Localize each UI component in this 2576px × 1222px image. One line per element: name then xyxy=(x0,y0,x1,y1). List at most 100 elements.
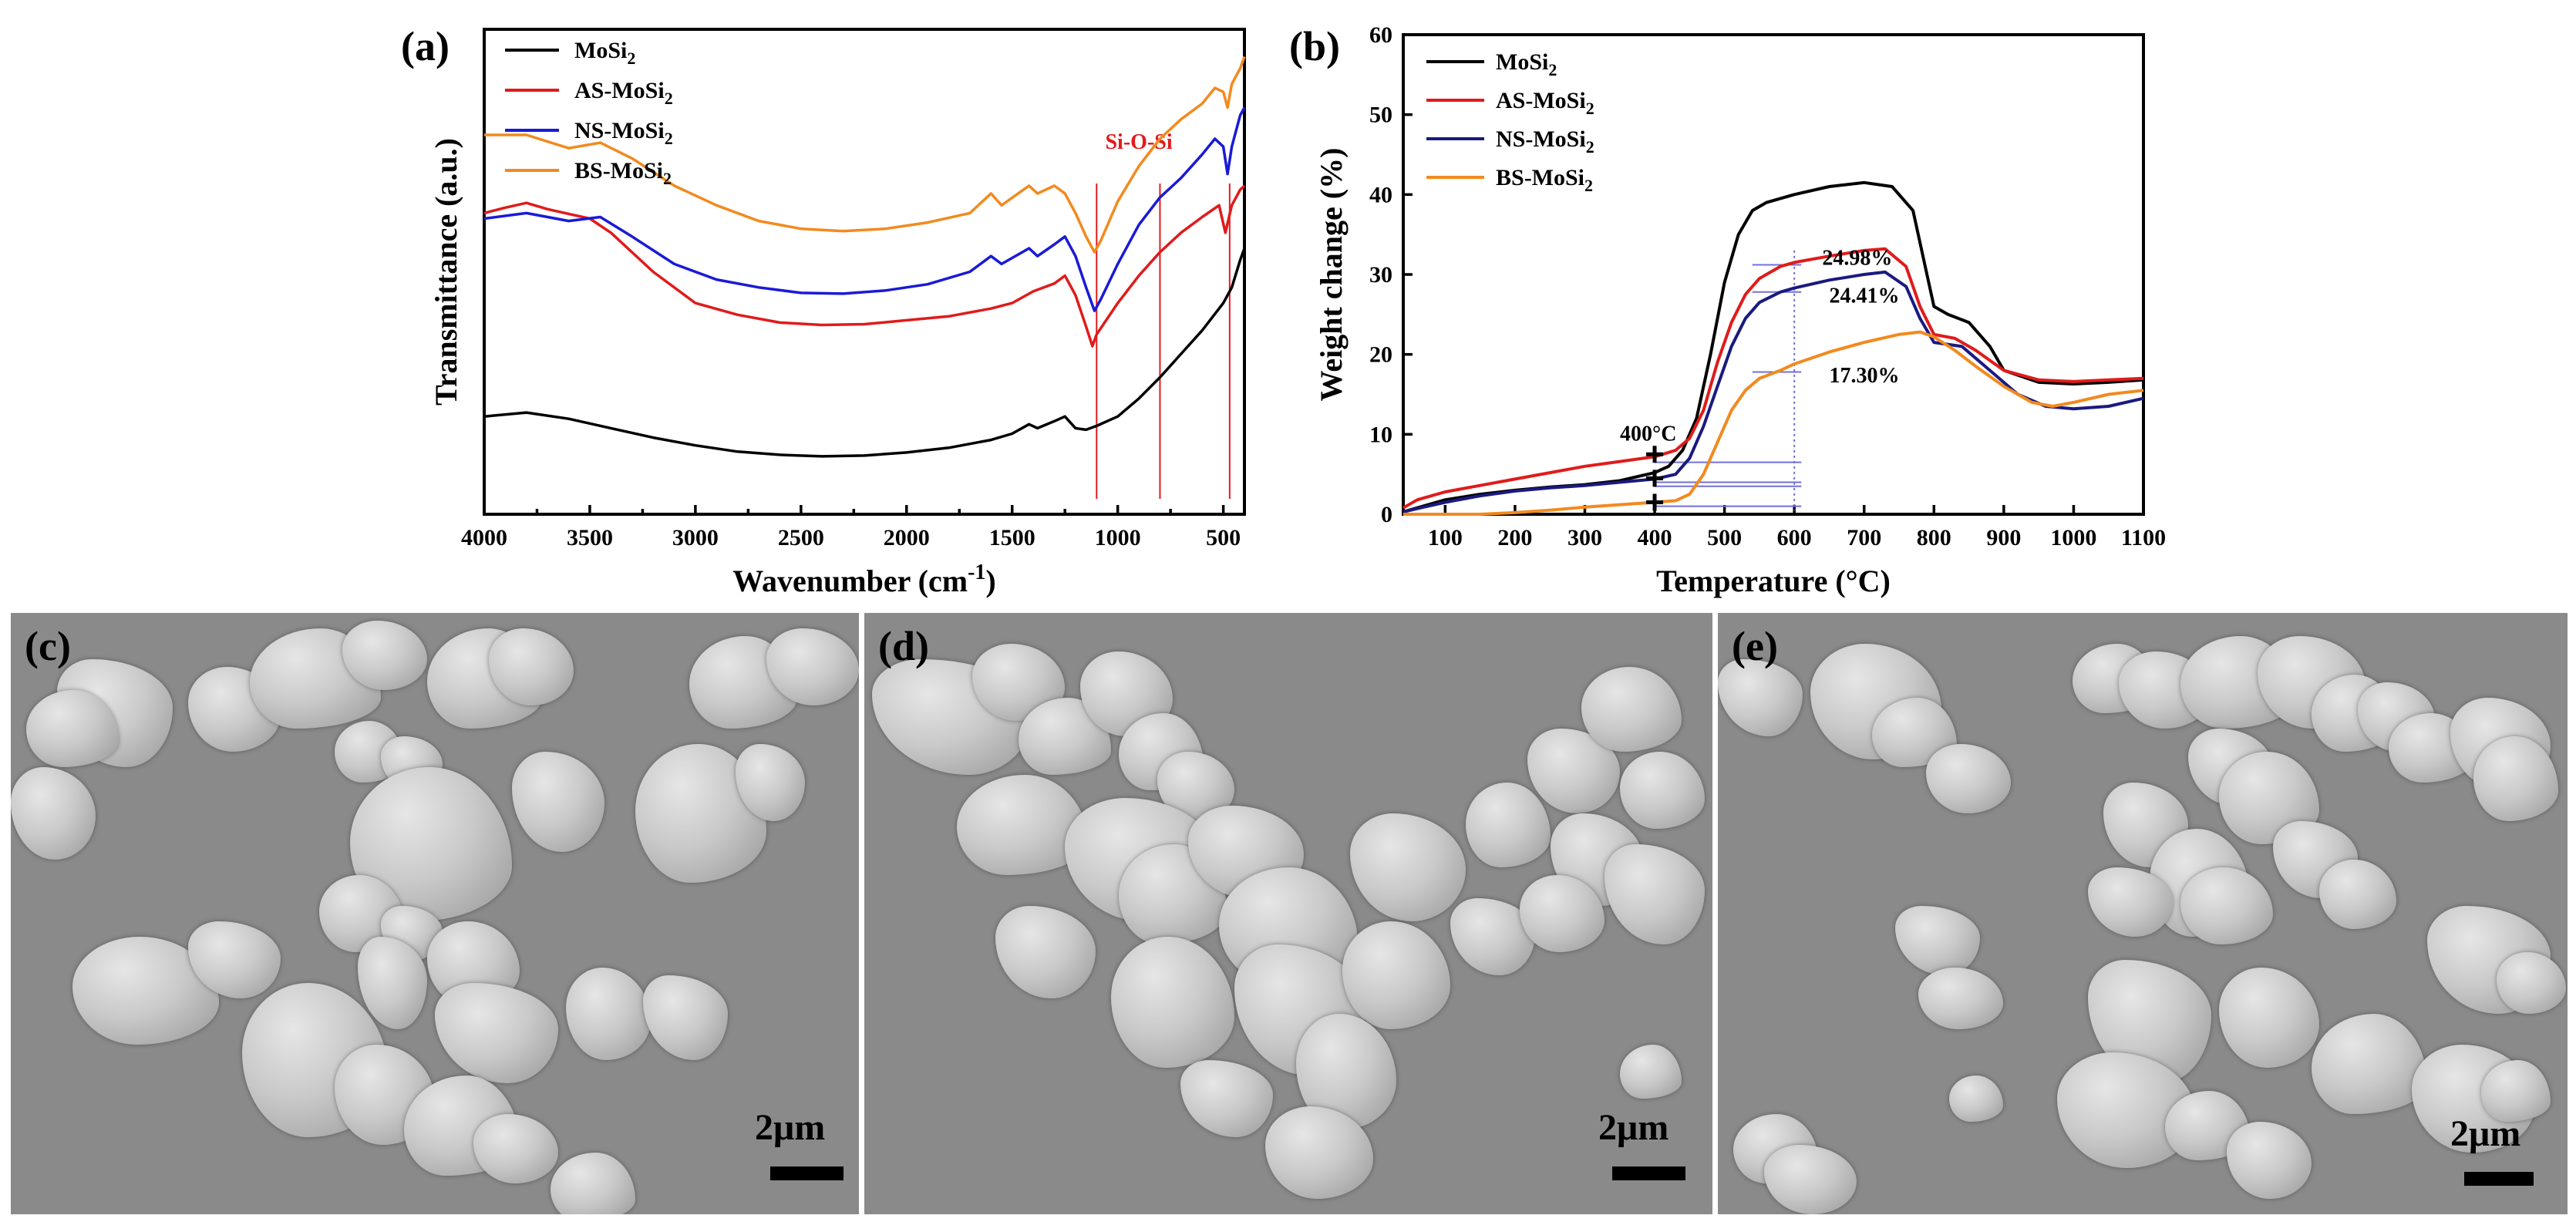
sem-particle xyxy=(2319,860,2396,929)
x-tick-label-b: 1000 xyxy=(2050,525,2096,550)
series-line-a-AS xyxy=(483,184,1246,348)
sem-particle xyxy=(435,983,558,1083)
x-tick-label-a: 500 xyxy=(1206,525,1241,550)
panel-label-b: (b) xyxy=(1289,23,1340,69)
x-tick-label-b: 100 xyxy=(1428,525,1463,550)
series-line-b-NS xyxy=(1402,270,2144,513)
x-tick-label-a: 1500 xyxy=(989,525,1035,550)
sem-particle xyxy=(1111,937,1234,1068)
x-tick-label-a: 2000 xyxy=(884,525,930,550)
y-tick-label-b: 50 xyxy=(1369,103,1392,128)
scale-bar xyxy=(770,1166,844,1180)
plot-frame-a xyxy=(483,28,1246,516)
series-line-a-BS xyxy=(484,56,1246,254)
sem-particle xyxy=(1520,875,1605,952)
sem-particle xyxy=(342,621,427,690)
marker-plus-b xyxy=(1646,446,1664,463)
sem-particle xyxy=(1581,667,1682,752)
y-tick-label-b: 60 xyxy=(1369,22,1392,48)
panel-label-c: (c) xyxy=(25,623,71,669)
x-tick-label-b: 900 xyxy=(1986,525,2021,550)
scale-bar xyxy=(1612,1166,1685,1180)
sem-particle xyxy=(2481,1060,2551,1122)
y-tick-label-b: 20 xyxy=(1369,342,1392,368)
x-tick-label-b: 200 xyxy=(1497,525,1532,550)
series-line-a-NS xyxy=(483,106,1246,312)
sem-particle xyxy=(566,968,651,1060)
sem-particle xyxy=(1895,906,1980,975)
legend-entry-a: NS-MoSi2 xyxy=(574,118,673,148)
sem-particle xyxy=(473,1114,558,1183)
x-tick-label-a: 3000 xyxy=(672,525,719,550)
x-axis-label-a: Wavenumber (cm-1) xyxy=(732,561,995,598)
annotation-b: 24.98% xyxy=(1822,247,1892,271)
x-tick-label-b: 500 xyxy=(1707,525,1742,550)
legend-entry-b: AS-MoSi2 xyxy=(1496,88,1594,118)
panel-label-a: (a) xyxy=(401,23,450,69)
annotation-si-o-si: Si-O-Si xyxy=(1105,130,1172,154)
marker-plus-b xyxy=(1646,470,1664,487)
series-line-a-MoSi2 xyxy=(483,247,1246,458)
annotation-b: 400°C xyxy=(1620,422,1676,446)
scale-bar-label: 2μm xyxy=(1598,1107,1669,1148)
sem-particle xyxy=(1926,744,2011,813)
legend-entry-a: AS-MoSi2 xyxy=(574,78,673,108)
sem-particle xyxy=(1265,1106,1373,1199)
sem-particle xyxy=(1949,1076,2003,1122)
sem-panel-e: (e) 2μm xyxy=(1718,613,2568,1214)
sem-particle xyxy=(2312,1014,2427,1114)
y-tick-label-b: 10 xyxy=(1369,422,1392,447)
scale-bar-label: 2μm xyxy=(2450,1113,2521,1154)
sem-particle xyxy=(1350,813,1466,921)
x-tick-label-a: 4000 xyxy=(461,525,507,550)
sem-particle xyxy=(2497,952,2566,1014)
sem-panel-d: (d) 2μm xyxy=(864,613,1712,1214)
scale-bar xyxy=(2464,1172,2534,1186)
annotation-b: 17.30% xyxy=(1829,364,1899,388)
sem-particle xyxy=(551,1153,635,1214)
panel-label-d: (d) xyxy=(878,623,929,669)
legend-entry-a: BS-MoSi2 xyxy=(574,158,672,188)
legend-entry-b: MoSi2 xyxy=(1496,49,1557,79)
sem-particle xyxy=(1342,921,1450,1029)
x-tick-label-b: 800 xyxy=(1917,525,1951,550)
sem-particle xyxy=(2180,867,2273,944)
charts-svg: 4000 3500 3000 2500 2000 1500 1000 500 Wavenumbe… xyxy=(401,22,2166,598)
sem-particle xyxy=(1718,659,1803,736)
legend-entry-b: NS-MoSi2 xyxy=(1496,126,1594,157)
marker-plus-b xyxy=(1646,493,1664,511)
x-tick-label-b: 600 xyxy=(1777,525,1812,550)
sem-particle xyxy=(1620,1045,1682,1099)
scale-bar-label: 2μm xyxy=(755,1107,826,1148)
x-tick-label-a: 3500 xyxy=(567,525,613,550)
sem-panel-c: (c) 2μm xyxy=(11,613,859,1214)
y-tick-label-b: 40 xyxy=(1369,182,1392,207)
sem-particle xyxy=(1466,783,1551,867)
panel-label-e: (e) xyxy=(1732,623,1778,669)
sem-particle xyxy=(512,752,604,852)
sem-particle xyxy=(766,628,859,705)
sem-particle xyxy=(1620,752,1705,829)
x-tick-label-b: 300 xyxy=(1567,525,1602,550)
y-axis-label-a: Transmittance (a.u.) xyxy=(429,138,463,406)
y-tick-label-b: 30 xyxy=(1369,262,1392,288)
x-tick-label-a: 1000 xyxy=(1095,525,1141,550)
series-line-b-AS xyxy=(1402,247,2144,510)
sem-particle xyxy=(1918,968,2003,1029)
x-tick-label-b: 1100 xyxy=(2121,525,2166,550)
sem-particle xyxy=(1180,1060,1273,1137)
x-tick-label-a: 2500 xyxy=(778,525,824,550)
sem-particle xyxy=(2473,736,2558,821)
annotation-b: 24.41% xyxy=(1829,284,1899,308)
sem-particle xyxy=(2227,1122,2312,1199)
legend-entry-b: BS-MoSi2 xyxy=(1496,165,1593,195)
series-line-b-BS xyxy=(1403,330,2144,516)
sem-particle xyxy=(995,906,1096,998)
sem-particle xyxy=(26,690,119,767)
sem-particle xyxy=(11,767,96,860)
y-axis-label-b: Weight change (%) xyxy=(1314,148,1349,402)
sem-particle xyxy=(1764,1145,1857,1214)
sem-particle xyxy=(489,628,574,705)
x-tick-label-b: 400 xyxy=(1638,525,1672,550)
